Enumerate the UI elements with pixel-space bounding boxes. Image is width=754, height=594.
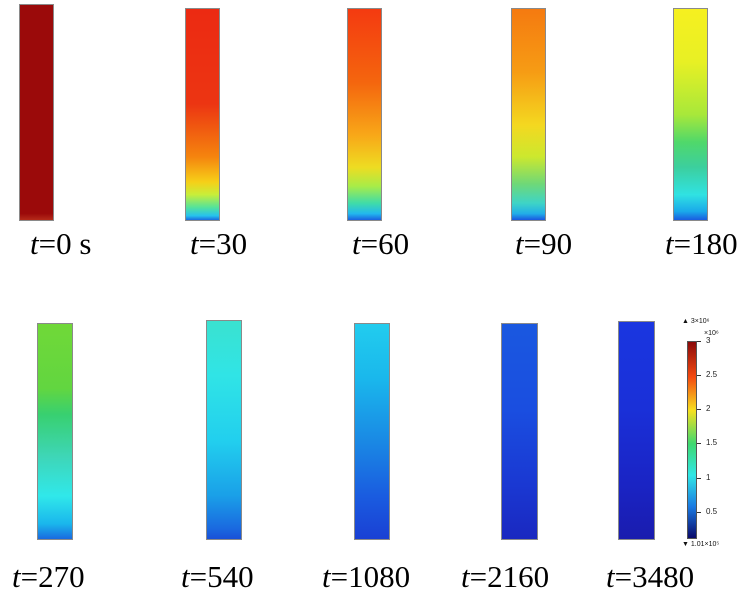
pressure-column-frame	[511, 8, 546, 221]
time-value: =2160	[469, 559, 550, 594]
colorbar-tick-label: 1.5	[706, 438, 718, 448]
time-value: =180	[673, 226, 738, 261]
pressure-column-frame	[206, 320, 242, 540]
colorbar-tick-label: 3	[706, 336, 711, 345]
time-symbol: t	[352, 226, 361, 261]
time-label: t=180	[665, 228, 738, 259]
time-label: t=30	[190, 228, 247, 259]
time-value: =540	[189, 559, 254, 594]
time-label: t=1080	[322, 561, 410, 592]
colorbar-tick-mark	[697, 511, 701, 513]
colorbar-tick-label: 1	[706, 472, 711, 482]
colorbar-tick-mark	[697, 443, 701, 445]
time-label: t=90	[515, 228, 572, 259]
colorbar-tick-mark	[697, 341, 701, 342]
time-label: t=540	[181, 561, 254, 592]
pressure-column-frame	[185, 8, 220, 221]
pressure-column-frame	[501, 323, 538, 540]
time-label: t=0 s	[30, 228, 91, 259]
colorbar-tick-mark	[697, 477, 701, 479]
legend-min-label: ▼ 1.01×10⁵	[682, 541, 720, 548]
time-symbol: t	[461, 559, 470, 594]
time-value: =1080	[330, 559, 411, 594]
time-value: =30	[198, 226, 248, 261]
time-symbol: t	[606, 559, 615, 594]
time-value: =60	[360, 226, 410, 261]
time-symbol: t	[322, 559, 331, 594]
colorbar-tick-mark	[697, 409, 701, 411]
legend-scale-label: ×10⁶	[704, 330, 719, 337]
legend-max-label: ▲ 3×10⁶	[682, 318, 710, 325]
time-symbol: t	[181, 559, 190, 594]
time-symbol: t	[30, 226, 39, 261]
time-label: t=3480	[606, 561, 694, 592]
pressure-column-frame	[618, 321, 655, 540]
time-label: t=60	[352, 228, 409, 259]
time-symbol: t	[515, 226, 524, 261]
pressure-column-frame	[19, 4, 54, 221]
pressure-column-frame	[37, 323, 73, 540]
time-value: =3480	[614, 559, 695, 594]
colorbar-tick-label: 2	[706, 404, 711, 414]
colorbar-tick-mark	[697, 375, 701, 377]
colorbar	[687, 341, 697, 539]
colorbar-tick-label: 0.5	[706, 506, 718, 516]
time-value: =90	[523, 226, 573, 261]
pressure-column-frame	[354, 323, 390, 540]
time-value: =270	[20, 559, 85, 594]
pressure-column-frame	[673, 8, 708, 221]
time-symbol: t	[12, 559, 21, 594]
colorbar-tick-label: 2.5	[706, 370, 718, 380]
time-symbol: t	[190, 226, 199, 261]
time-label: t=2160	[461, 561, 549, 592]
time-symbol: t	[665, 226, 674, 261]
time-value: =0 s	[38, 226, 92, 261]
pressure-column-frame	[347, 8, 382, 221]
time-label: t=270	[12, 561, 85, 592]
